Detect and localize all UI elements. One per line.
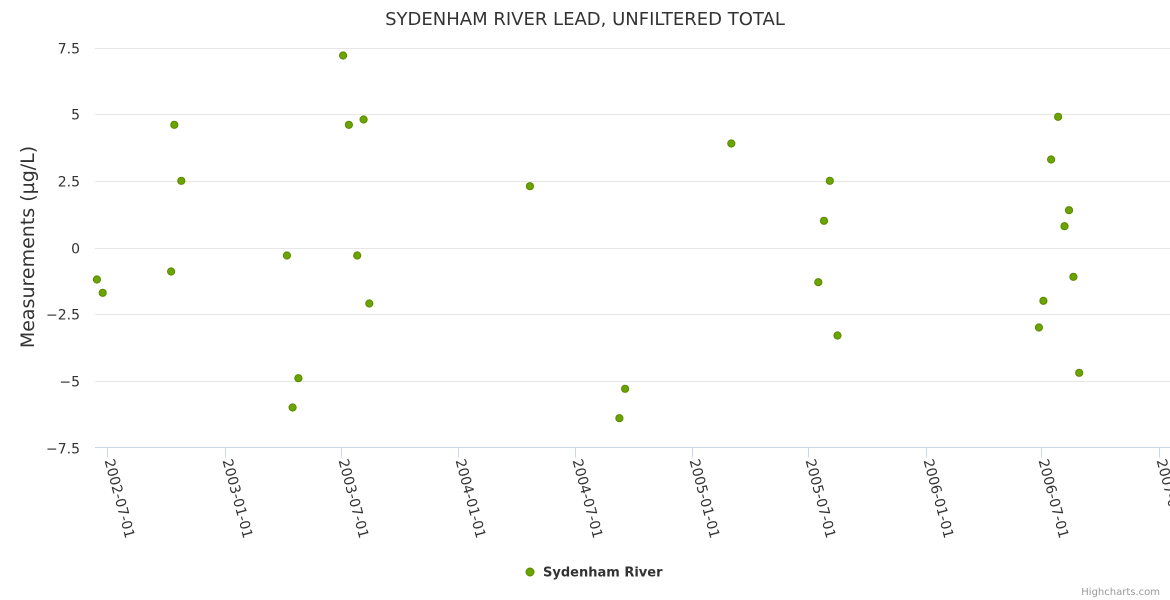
x-tick-label: 2005-07-01: [802, 457, 839, 540]
data-point[interactable]: [825, 176, 834, 185]
data-point[interactable]: [167, 267, 176, 276]
data-point[interactable]: [170, 120, 179, 129]
y-tick-label: 7.5: [58, 42, 80, 58]
y-tick-label: −5: [59, 375, 80, 391]
x-axis: 2002-07-01 2003-01-01 2003-07-01 2004-01-01…: [101, 447, 1170, 540]
data-point[interactable]: [1075, 368, 1084, 377]
x-tick-label: 2002-07-01: [101, 457, 138, 540]
x-tick-label: 2005-01-01: [686, 457, 723, 540]
data-point[interactable]: [1047, 155, 1056, 164]
y-tick-label: 0: [71, 242, 80, 258]
credits-link[interactable]: Highcharts.com: [1081, 587, 1160, 598]
data-point[interactable]: [1064, 206, 1074, 215]
data-point[interactable]: [1034, 323, 1044, 332]
x-tick-label: 2004-01-01: [452, 457, 489, 540]
series-sydenham-river: [92, 51, 1084, 423]
x-tick-label: 2004-07-01: [569, 457, 606, 540]
x-tick-label: 2007-0: [1153, 457, 1170, 509]
data-point[interactable]: [365, 299, 374, 308]
legend-item-label[interactable]: Sydenham River: [543, 566, 663, 581]
legend-marker: [525, 567, 535, 577]
data-point[interactable]: [1039, 296, 1048, 305]
data-point[interactable]: [833, 331, 842, 340]
data-point[interactable]: [1060, 222, 1069, 231]
y-axis-label: Measurements (µg/L): [17, 146, 39, 348]
y-tick-label: 2.5: [58, 175, 80, 191]
data-point[interactable]: [525, 182, 535, 191]
data-point[interactable]: [177, 176, 186, 185]
legend[interactable]: Sydenham River: [525, 566, 663, 581]
data-point[interactable]: [353, 251, 362, 260]
x-tick-label: 2003-01-01: [219, 457, 256, 540]
data-point[interactable]: [1069, 272, 1078, 281]
data-point[interactable]: [819, 216, 829, 225]
x-tick-label: 2003-07-01: [335, 457, 372, 540]
data-point[interactable]: [92, 275, 102, 284]
y-axis: 7.5 5 2.5 0 −2.5 −5 −7.5: [46, 42, 80, 458]
y-tick-label: −7.5: [46, 442, 80, 458]
x-tick-label: 2006-07-01: [1035, 457, 1072, 540]
data-point[interactable]: [288, 403, 297, 412]
data-point[interactable]: [1054, 112, 1063, 121]
data-point[interactable]: [814, 278, 823, 287]
data-point[interactable]: [727, 139, 736, 148]
data-point[interactable]: [294, 374, 303, 383]
data-point[interactable]: [282, 251, 291, 260]
data-point[interactable]: [339, 51, 348, 60]
y-tick-label: 5: [71, 108, 80, 124]
data-point[interactable]: [359, 115, 368, 124]
y-tick-label: −2.5: [46, 308, 80, 324]
grid: [95, 48, 1170, 382]
x-tick-label: 2006-01-01: [920, 457, 957, 540]
data-point[interactable]: [621, 384, 630, 393]
data-point[interactable]: [344, 120, 353, 129]
data-point[interactable]: [98, 288, 107, 297]
chart-title: SYDENHAM RIVER LEAD, UNFILTERED TOTAL: [385, 9, 785, 30]
data-point[interactable]: [615, 414, 624, 423]
